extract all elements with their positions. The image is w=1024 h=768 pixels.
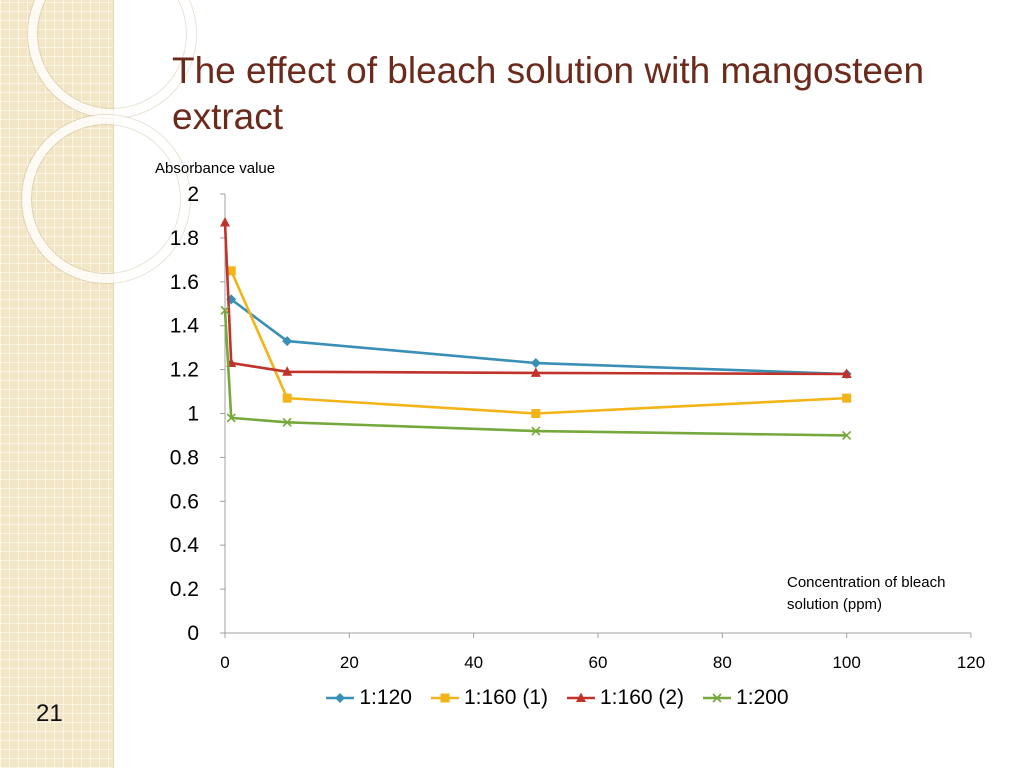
legend-swatch	[430, 693, 459, 703]
series-2-point	[226, 266, 236, 276]
series-4-point	[226, 413, 236, 423]
series-4-point	[842, 430, 852, 441]
x-tick-label: 40	[464, 653, 483, 672]
x-tick-label: 20	[340, 653, 359, 672]
y-tick-label: 1.2	[170, 359, 199, 382]
series-3-point	[282, 366, 293, 376]
y-tick-label: 1.4	[170, 315, 200, 338]
legend-swatch	[326, 693, 355, 703]
legend-item: 1:120	[325, 686, 412, 710]
series-4-point	[220, 305, 230, 315]
legend-swatch-marker	[576, 692, 586, 702]
legend-swatch-marker	[440, 693, 450, 703]
legend-swatch	[567, 692, 595, 702]
series-2-point	[282, 393, 292, 403]
y-tick-label: 1.6	[170, 271, 199, 294]
series-3-point	[530, 367, 541, 377]
y-tick-label: 0	[187, 622, 199, 645]
series-2-point	[842, 393, 852, 403]
legend-item: 1:160 (1)	[430, 686, 548, 710]
y-tick-label: 2	[187, 183, 199, 206]
y-tick-label: 1	[187, 403, 199, 426]
y-tick-label: 0.6	[170, 490, 199, 513]
legend-swatch	[703, 693, 732, 703]
x-axis-label: Concentration of bleach solution (ppm)	[787, 574, 946, 613]
slide-number: 21	[36, 700, 63, 727]
x-tick-label: 80	[713, 653, 732, 672]
series-1-point	[282, 336, 293, 347]
series-2-line	[230, 270, 847, 415]
decorative-circle	[28, 0, 196, 118]
series-4-point	[282, 417, 292, 427]
chart-legend: 1:120 1:160 (1) 1:160 (2) 1:200	[0, 686, 1024, 710]
y-tick-label: 0.8	[170, 446, 199, 469]
series-3-point	[841, 368, 852, 378]
decorative-circle	[22, 115, 190, 283]
legend-label: 1:160 (1)	[463, 686, 548, 709]
series-1-line	[230, 298, 847, 376]
x-tick-label: 0	[220, 653, 229, 672]
series-3-line	[223, 222, 847, 376]
y-tick-label: 0.4	[170, 534, 200, 557]
y-axis-label: Absorbance value	[155, 160, 276, 177]
legend-label: 1:160 (2)	[600, 686, 685, 709]
x-tick-label: 100	[832, 653, 860, 672]
y-tick-label: 1.8	[170, 227, 199, 250]
series-1-point	[530, 358, 541, 369]
legend-swatch-marker	[712, 693, 722, 703]
slide-title: The effect of bleach solution with mango…	[172, 50, 925, 137]
series-2-point	[531, 409, 541, 418]
legend-label: 1:120	[359, 686, 412, 709]
y-tick-label: 0.2	[170, 578, 199, 601]
x-tick-label: 60	[589, 653, 608, 672]
series-4-point	[531, 426, 541, 436]
legend-item: 1:160 (2)	[566, 686, 684, 710]
legend-swatch-marker	[335, 693, 346, 703]
x-tick-label: 120	[957, 653, 985, 672]
series-3-point	[220, 217, 230, 227]
legend-label: 1:200	[736, 686, 789, 709]
legend-item: 1:200	[702, 686, 789, 710]
